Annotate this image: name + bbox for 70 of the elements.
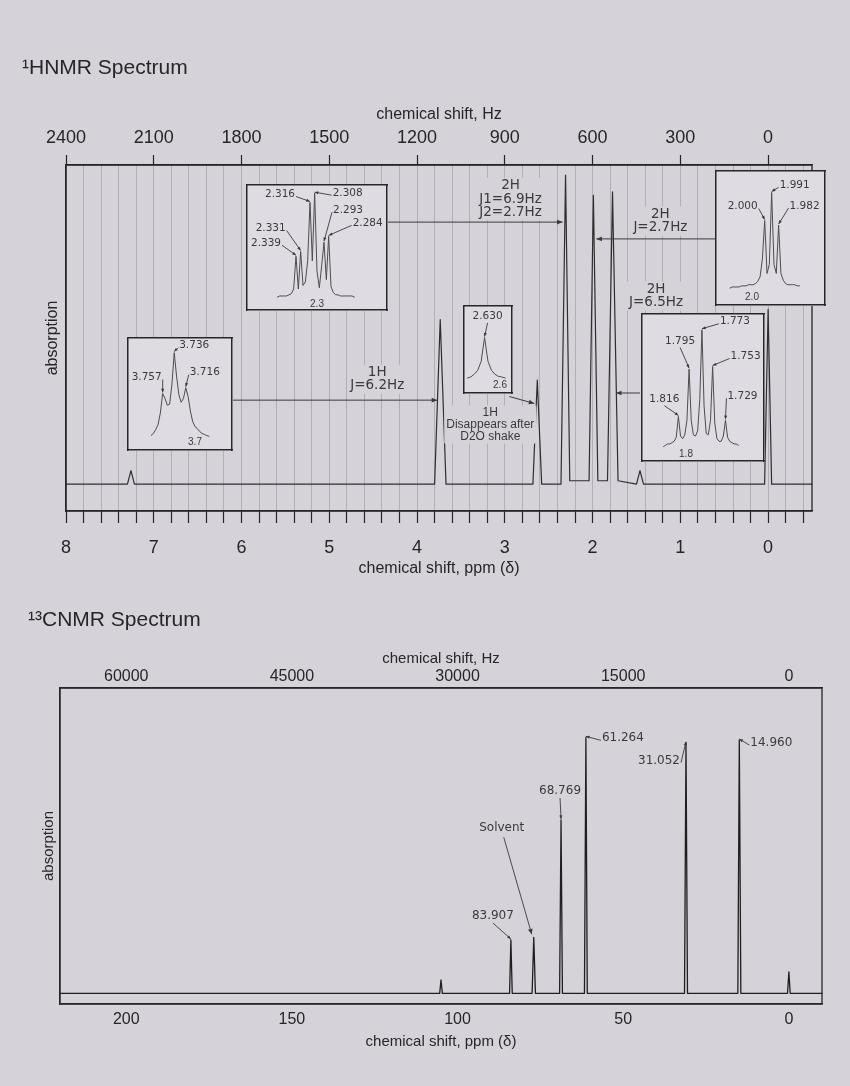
x-tick-label: 2: [587, 536, 598, 557]
x-tick-label: 100: [444, 1010, 472, 1028]
annotation: 2.000: [727, 199, 758, 212]
annotation: 1.816: [649, 392, 680, 405]
x-tick-label: 3: [499, 536, 510, 557]
x-tick-label: 150: [278, 1010, 306, 1028]
annotation: 2.293: [332, 202, 364, 215]
annotation: 1.8: [679, 447, 694, 459]
annotation: 83.907: [471, 908, 514, 923]
annotation: 1.982: [789, 198, 820, 211]
annotation: 2.308: [332, 185, 363, 198]
annotation: 1.773: [719, 314, 750, 327]
annotation: 2.284: [352, 216, 384, 229]
annotation: 1H Disappears after D2O shake: [446, 404, 535, 443]
annotation: 2.331: [255, 221, 286, 234]
x2-tick-label: 1200: [397, 127, 438, 148]
x-tick-label: 1: [675, 536, 686, 557]
annotation: 2.0: [745, 290, 760, 302]
annotation: 14.960: [750, 735, 793, 750]
annotation: 2.6: [493, 378, 508, 390]
annotation: 1.729: [727, 389, 758, 402]
annotation: 31.052: [637, 752, 680, 767]
annotation: 3.7: [188, 435, 203, 447]
y-axis-title: absorption: [39, 810, 57, 882]
chart-title: ¹³CNMR Spectrum: [28, 606, 201, 630]
annotation: 2.3: [310, 297, 325, 309]
x2-tick-label: 2400: [45, 127, 87, 148]
x-tick-label: 6: [236, 536, 247, 557]
x2-tick-label: 600: [577, 127, 608, 148]
x-axis-title: chemical shift, ppm (δ): [365, 1032, 517, 1050]
x2-tick-label: 2100: [133, 127, 174, 148]
chart-title: ¹HNMR Spectrum: [22, 54, 188, 78]
annotation: 2H J1=6.9Hz J2=2.7Hz: [478, 176, 542, 220]
x2-tick-label: 1500: [309, 127, 350, 148]
x-tick-label: 5: [324, 536, 335, 557]
x-tick-label: 200: [112, 1010, 140, 1028]
x2-tick-label: 15000: [600, 666, 646, 684]
x-axis-title: chemical shift, ppm (δ): [358, 558, 520, 576]
y-axis-title: absorption: [43, 300, 61, 376]
annotation: 1.753: [730, 349, 761, 362]
annotation: 61.264: [601, 730, 644, 745]
annotation: 1H J=6.2Hz: [349, 362, 405, 393]
x2-tick-label: 45000: [269, 666, 315, 684]
annotation: 2.316: [264, 187, 296, 200]
x-tick-label: 0: [763, 536, 774, 557]
annotation: 3.757: [131, 370, 162, 383]
x2-tick-label: 0: [784, 666, 794, 684]
x2-tick-label: 30000: [435, 666, 480, 684]
x2-tick-label: 1800: [221, 127, 262, 148]
annotation: 2.630: [472, 309, 503, 322]
x2-axis-title: chemical shift, Hz: [382, 649, 500, 667]
annotation: 3.736: [179, 338, 210, 351]
annotation: 2.339: [250, 236, 282, 248]
annotation: 68.769: [539, 783, 582, 798]
x-tick-label: 4: [412, 536, 423, 557]
x2-axis-title: chemical shift, Hz: [376, 105, 502, 123]
x-tick-label: 8: [60, 536, 72, 557]
annotation: 1.795: [665, 333, 696, 346]
x-tick-label: 50: [614, 1010, 633, 1028]
annotation: 1.991: [779, 178, 810, 191]
x2-tick-label: 900: [489, 127, 520, 148]
x2-tick-label: 60000: [104, 666, 149, 684]
x2-tick-label: 300: [665, 127, 696, 148]
x-tick-label: 0: [784, 1010, 794, 1028]
annotation: 2H J=6.5Hz: [628, 279, 683, 310]
x-tick-label: 7: [148, 536, 159, 557]
annotation: 2H J=2.7Hz: [632, 204, 688, 235]
x2-tick-label: 0: [763, 127, 774, 148]
annotation: Solvent: [479, 820, 525, 835]
annotation: 3.716: [189, 365, 221, 378]
